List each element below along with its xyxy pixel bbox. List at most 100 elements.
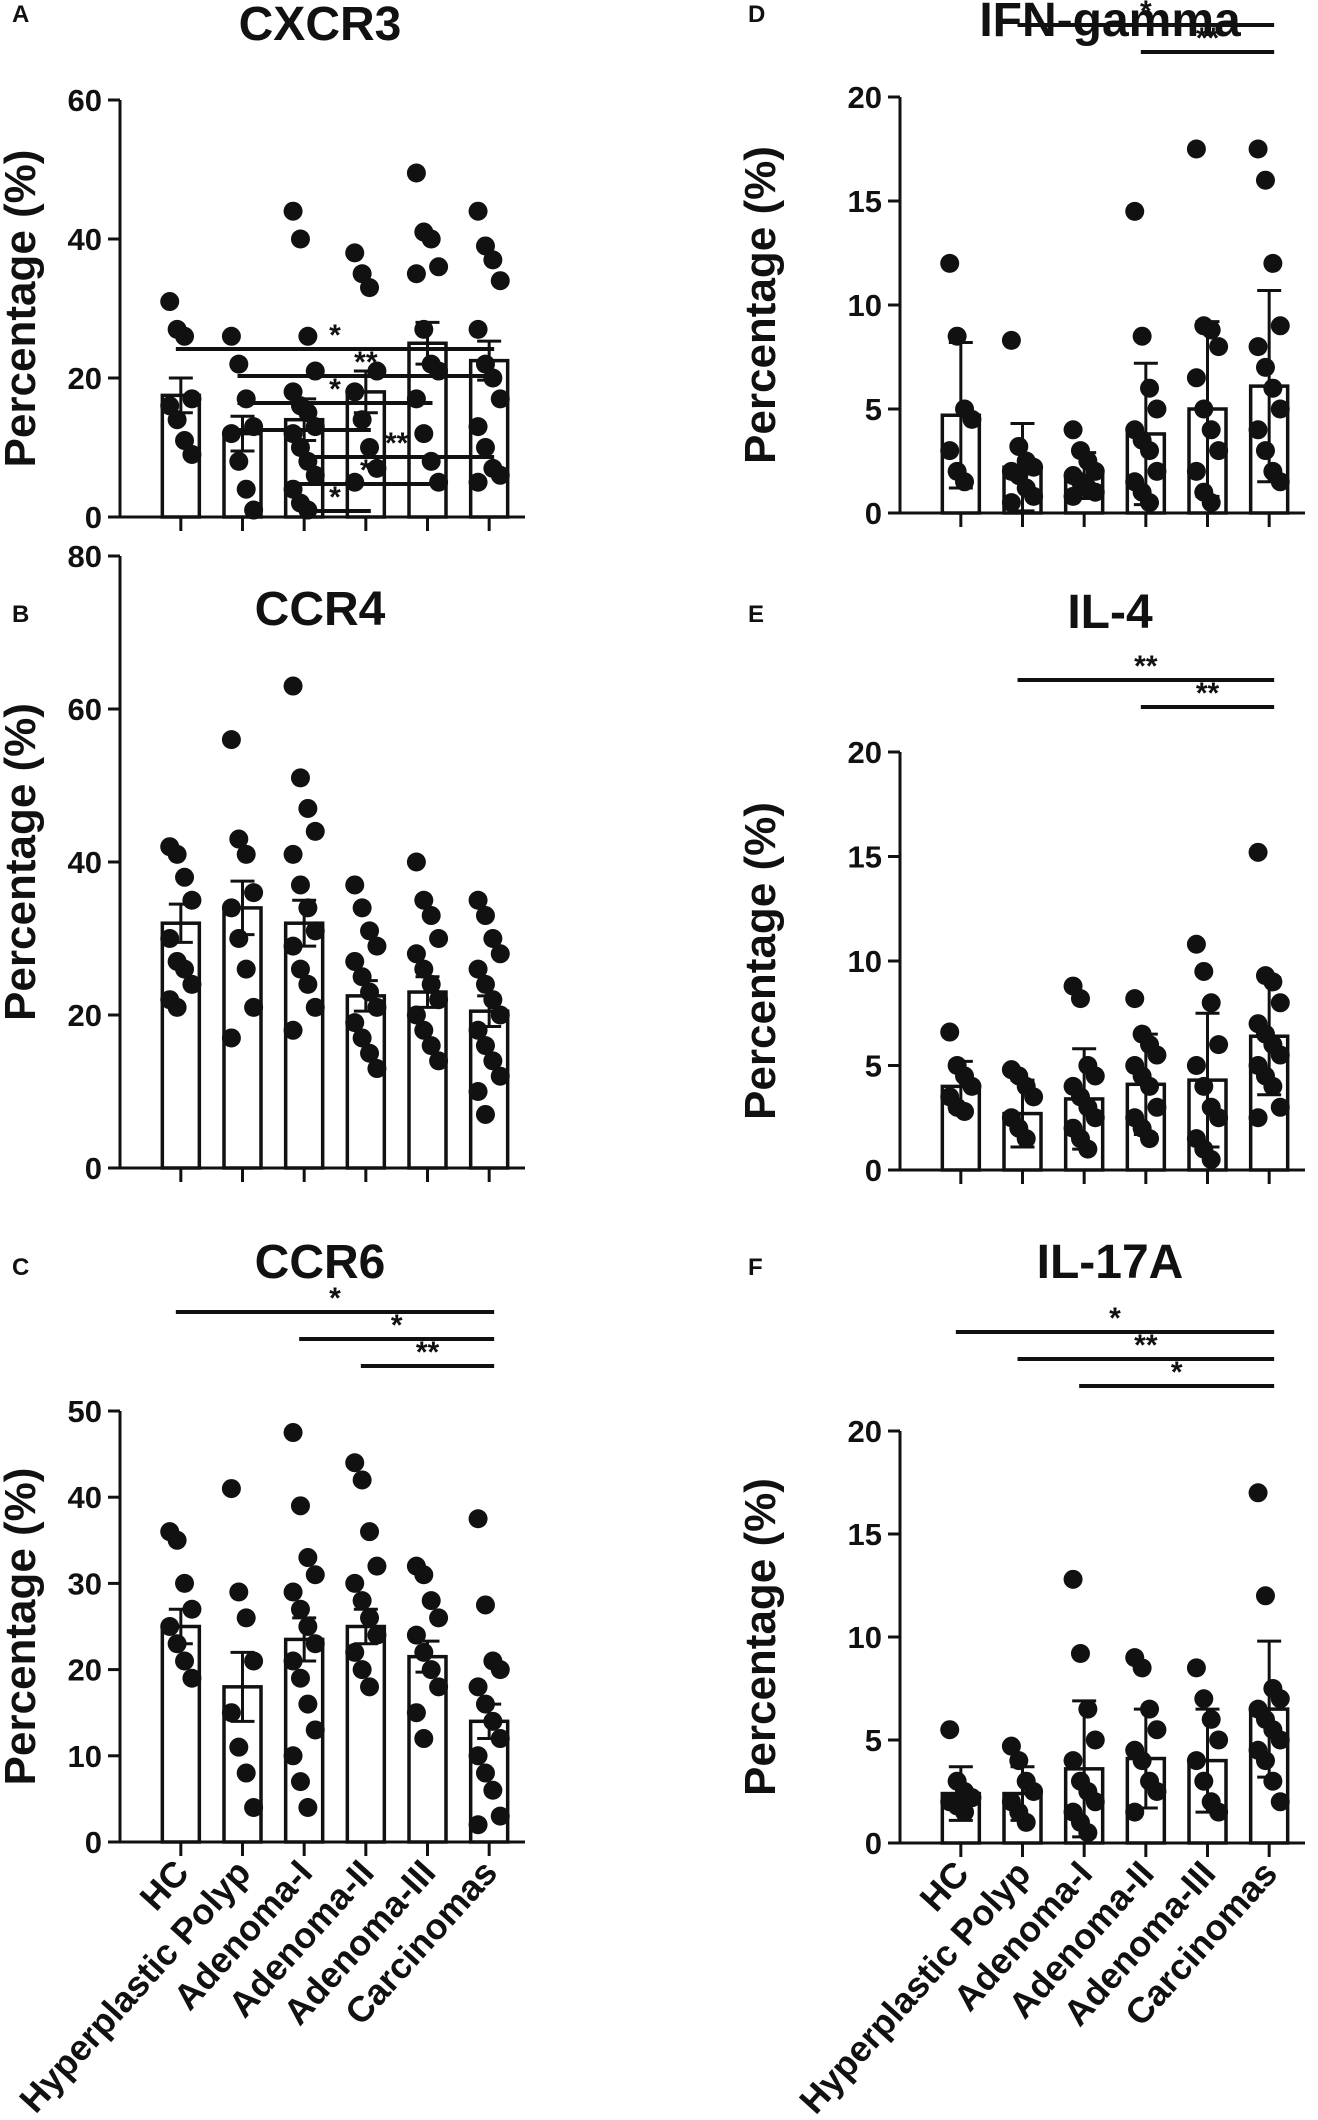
data-point [1270,472,1290,492]
data-point [167,997,187,1017]
data-point [305,921,325,941]
data-point [406,163,426,183]
data-point [1125,989,1145,1009]
significance-label: * [1140,0,1152,28]
data-point [1186,934,1206,954]
data-point [298,974,318,994]
significance-label: ** [385,427,409,460]
data-point [1147,1097,1167,1117]
data-point [352,1470,372,1490]
y-tick-label: 10 [848,944,882,979]
data-point [947,326,967,346]
data-point [283,382,303,402]
data-point [182,444,202,464]
data-point [1209,1108,1229,1128]
data-point [475,1104,495,1124]
data-point [414,959,434,979]
data-point [468,1746,488,1766]
data-point [229,354,249,374]
data-point [298,1694,318,1714]
y-tick-label: 5 [865,1723,882,1758]
data-point [490,1005,510,1025]
data-point [1147,399,1167,419]
panel-e: E IL-4 Percentage (%) 0 5 10 15 20 ** ** [736,586,1305,1188]
y-tick-label: 20 [68,1653,102,1688]
panel-letter: F [748,1254,763,1281]
data-point [305,997,325,1017]
y-tick-label: 0 [865,1153,882,1188]
y-axis-label: Percentage (%) [736,802,785,1120]
data-point [290,768,310,788]
data-point [345,1573,365,1593]
data-point [429,990,449,1010]
data-point [221,1703,241,1723]
y-tick-label: 10 [848,1620,882,1655]
data-point [1255,170,1275,190]
data-point [229,1737,249,1757]
data-point [468,1677,488,1697]
data-point [1140,1076,1160,1096]
y-tick-label: 30 [68,1566,102,1601]
data-point [1186,368,1206,388]
panel-a: A CXCR3 Percentage (%) 0 20 40 60 [0,0,525,535]
data-point [1201,1150,1221,1170]
data-point [352,1660,372,1680]
data-point [1186,139,1206,159]
data-point [360,982,380,1002]
data-point [475,1036,495,1056]
data-point [490,465,510,485]
data-point [1085,461,1105,481]
data-point [244,883,264,903]
panel-title: CXCR3 [239,0,402,51]
data-point [429,1677,449,1697]
data-point [221,898,241,918]
data-point [1186,461,1206,481]
data-point [229,1582,249,1602]
data-point [305,465,325,485]
data-point [244,417,264,437]
y-tick-label: 20 [848,80,882,115]
data-point [1248,842,1268,862]
data-point [182,974,202,994]
data-point [345,382,365,402]
data-point [1270,1689,1290,1709]
panel-letter: A [12,1,29,28]
data-point [429,472,449,492]
data-point [1063,420,1083,440]
data-point [421,1591,441,1611]
data-point [1078,1139,1098,1159]
significance-label: * [391,1309,403,1342]
data-point [1140,441,1160,461]
data-point [290,1772,310,1792]
data-point [283,1582,303,1602]
data-point [352,1591,372,1611]
data-point [955,1101,975,1121]
data-point [160,396,180,416]
data-point [236,844,256,864]
y-axis-label: Percentage (%) [736,1478,785,1796]
data-point [1194,399,1214,419]
y-axis-label: Percentage (%) [0,1468,45,1786]
data-point [298,1798,318,1818]
data-point [429,1608,449,1628]
data-point [221,424,241,444]
data-point [1270,1097,1290,1117]
data-point [429,929,449,948]
data-point [1063,1751,1083,1771]
data-point [283,676,303,696]
data-point [290,1496,310,1516]
data-point [1263,972,1283,992]
data-point [236,1608,256,1628]
data-point [244,1798,264,1818]
data-point [298,1617,318,1636]
data-point [490,944,510,964]
data-point [1085,482,1105,502]
y-tick-label: 0 [85,1151,102,1186]
data-point [940,253,960,273]
significance-label: * [329,373,341,406]
data-point [1009,1751,1029,1771]
data-point [1201,1709,1221,1729]
